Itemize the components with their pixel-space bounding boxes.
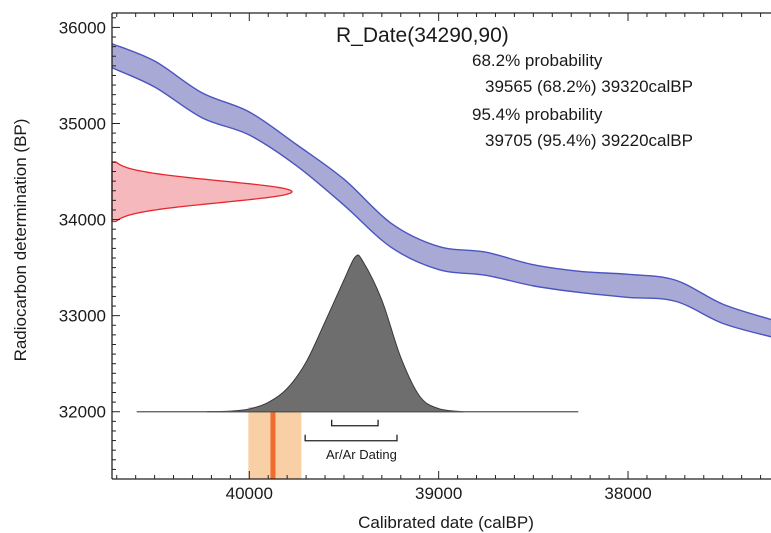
y-tick-label: 35000 [59,114,106,133]
x-tick-label: 40000 [226,484,273,503]
range-95-bracket [304,434,398,442]
x-tick-label: 38000 [604,484,651,503]
prob-95-heading: 95.4% probability [472,105,603,124]
prob-95-range: 39705 (95.4%) 39220calBP [485,131,693,150]
x-axis-title: Calibrated date (calBP) [358,513,534,532]
chart-title: R_Date(34290,90) [336,24,509,47]
axes-layer [111,12,771,480]
x-tick-label: 39000 [415,484,462,503]
calibration-curve-band [112,43,771,337]
prob-68-range: 39565 (68.2%) 39320calBP [485,77,693,96]
ticks-layer: 32000 33000 34000 35000 36000 40000 39000 38000 [59,13,762,503]
y-axis-title: Radiocarbon determination (BP) [11,119,30,362]
calibration-curve-upper [111,43,771,321]
calibration-curve-lower [111,67,771,338]
radiocarbon-distribution [111,161,293,223]
y-tick-label: 33000 [59,307,106,326]
range-68-bracket [331,419,379,427]
y-tick-label: 36000 [59,18,106,37]
plot-layer [111,43,771,479]
y-tick-label: 34000 [59,211,106,230]
calibrated-distribution [206,254,464,413]
y-tick-label: 32000 [59,403,106,422]
prob-68-heading: 68.2% probability [472,51,603,70]
ar-ar-mean-line [270,406,276,479]
ar-ar-dating-label: Ar/Ar Dating [326,447,397,462]
